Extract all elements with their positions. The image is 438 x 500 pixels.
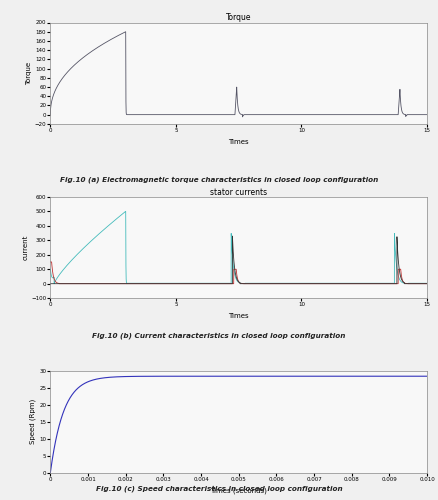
X-axis label: Times: Times	[228, 313, 249, 319]
Text: Fig.10 (b) Current characteristics in closed loop configuration: Fig.10 (b) Current characteristics in cl…	[92, 332, 346, 339]
X-axis label: Times: Times	[228, 138, 249, 144]
Text: Fig.10 (c) Speed characteristics in closed loop configuration: Fig.10 (c) Speed characteristics in clos…	[95, 486, 343, 492]
X-axis label: Times (seconds): Times (seconds)	[210, 487, 267, 494]
Y-axis label: Speed (Rpm): Speed (Rpm)	[30, 399, 36, 444]
Y-axis label: current: current	[22, 235, 28, 260]
Text: Fig.10 (a) Electromagnetic torque characteristics in closed loop configuration: Fig.10 (a) Electromagnetic torque charac…	[60, 176, 378, 183]
Y-axis label: Torque: Torque	[26, 62, 32, 84]
Title: stator currents: stator currents	[210, 188, 267, 196]
Title: Torque: Torque	[226, 14, 251, 22]
